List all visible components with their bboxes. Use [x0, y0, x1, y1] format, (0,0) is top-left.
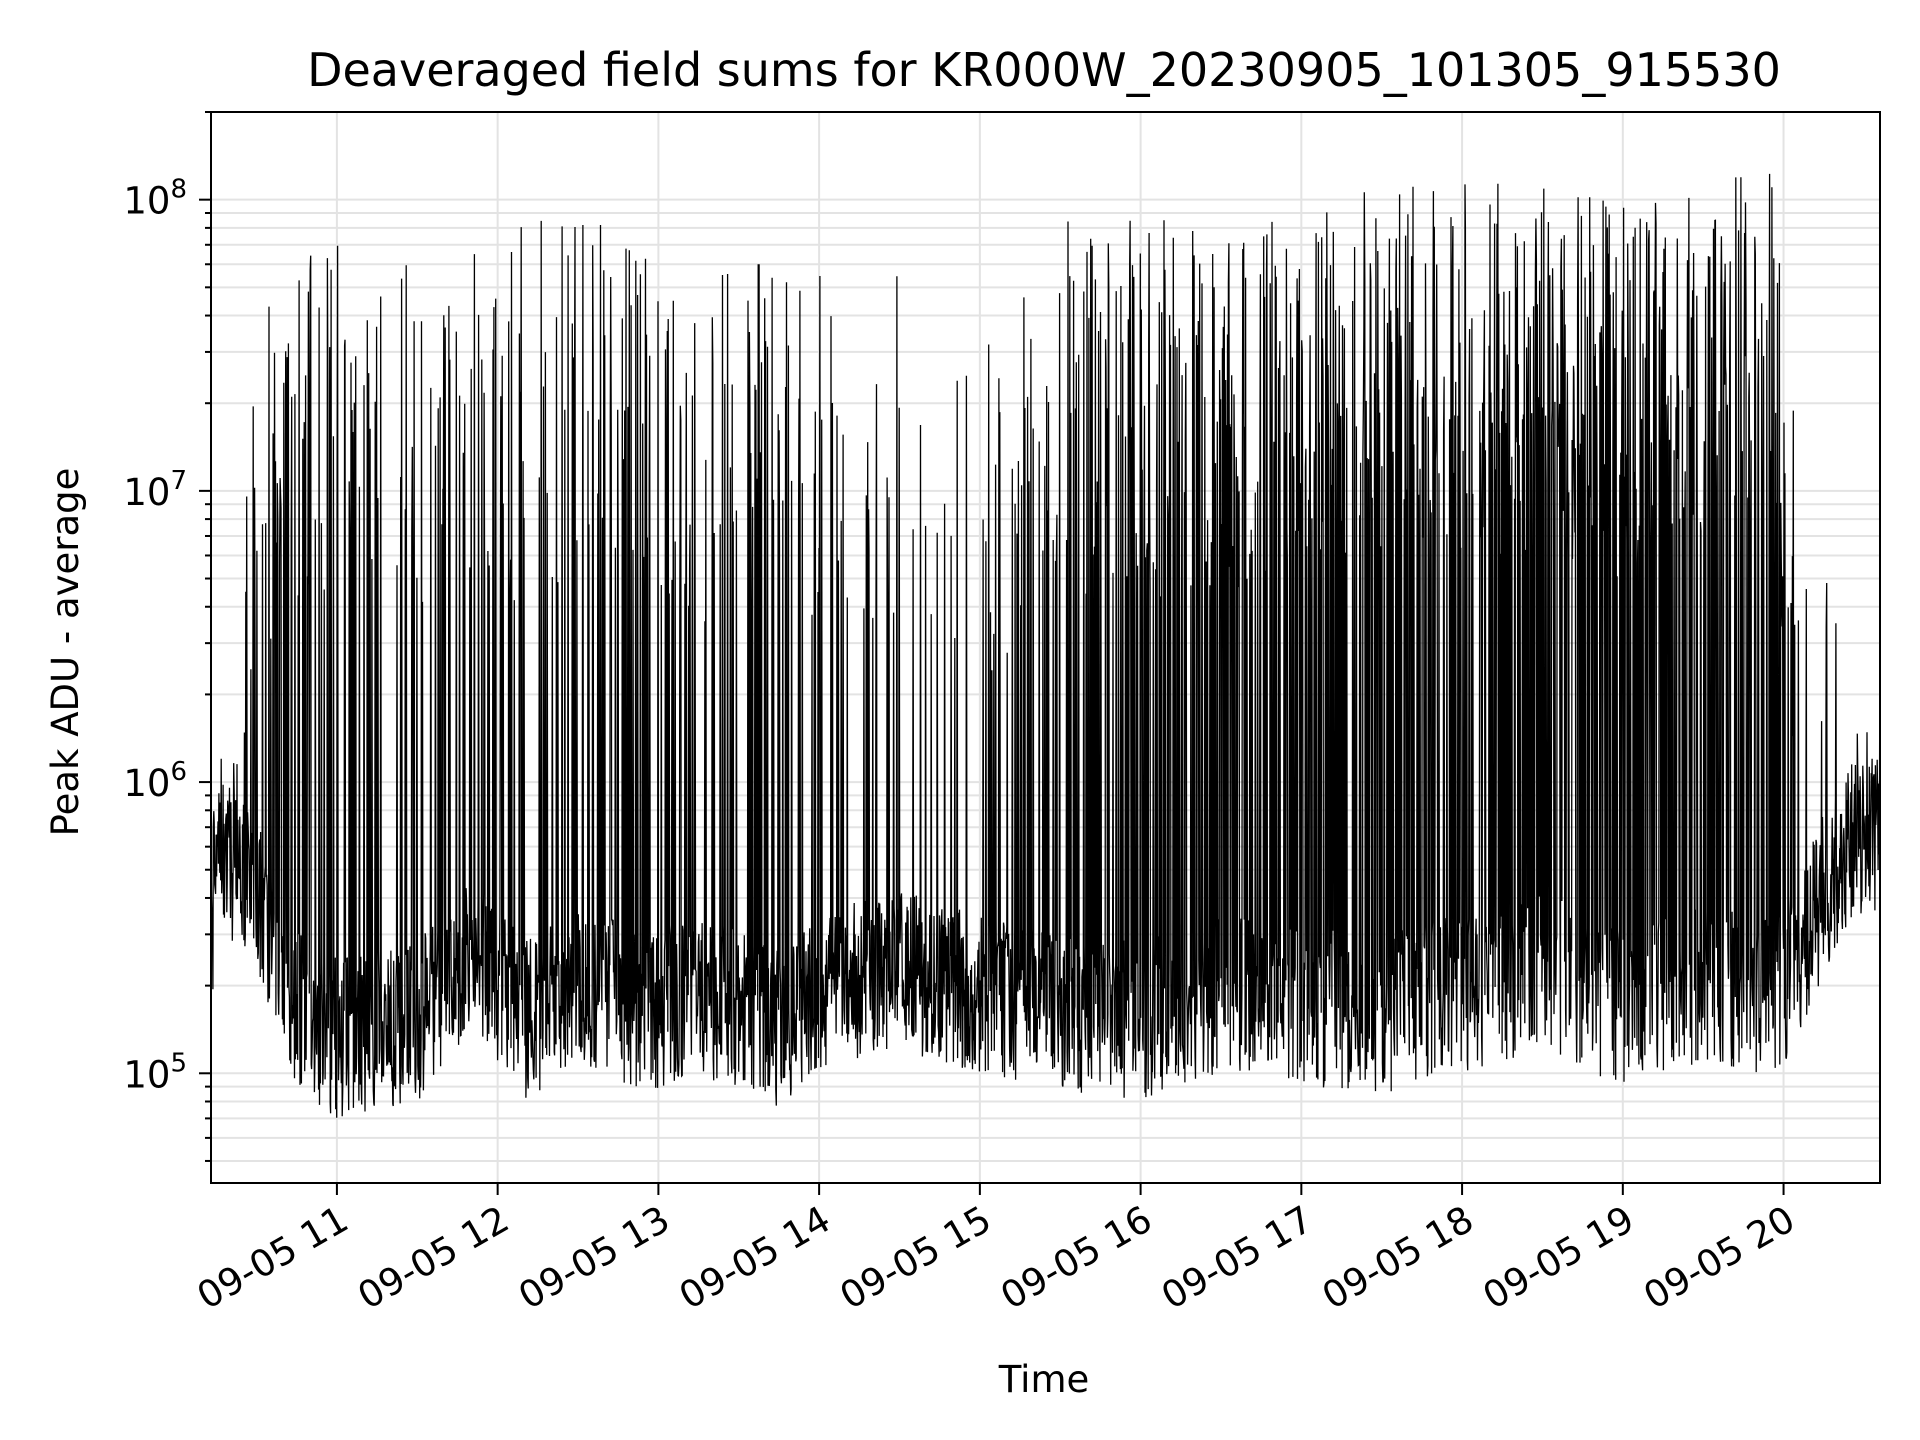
- chart-title: Deaveraged field sums for KR000W_2023090…: [307, 43, 1781, 97]
- series-line: [210, 173, 1881, 1118]
- plot-area: [210, 173, 1881, 1118]
- y-axis-label: Peak ADU - average: [44, 468, 87, 837]
- plot-frame: [210, 111, 1881, 1184]
- y-tick-label: 105: [123, 1048, 187, 1096]
- y-tick-label: 106: [123, 757, 187, 805]
- y-tick-label: 108: [123, 175, 187, 223]
- y-tick-label: 107: [123, 466, 187, 514]
- y-axis: 105 106 107 108: [123, 111, 211, 1162]
- x-axis-label: Time: [998, 1358, 1090, 1401]
